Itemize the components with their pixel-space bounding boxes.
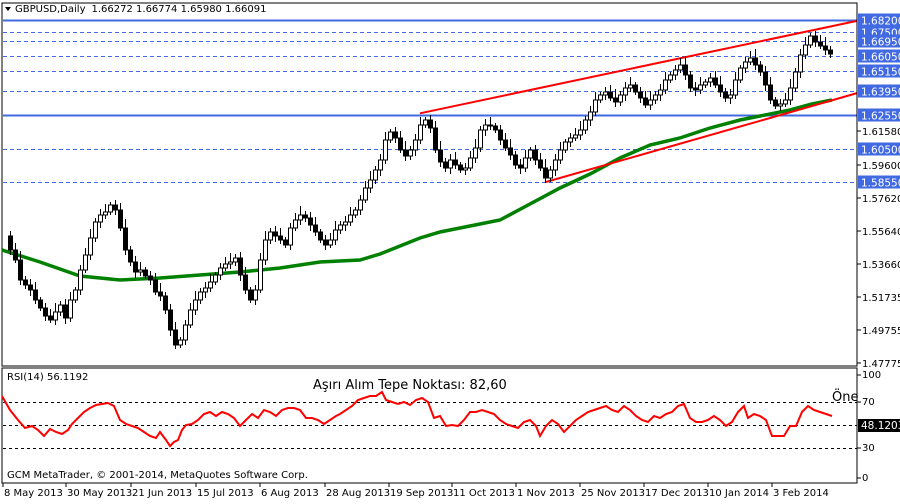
- rsi-level-100: 100: [862, 370, 881, 381]
- price-tick-label: 1.59600: [862, 161, 900, 172]
- price-panel-frame: [1, 2, 858, 367]
- level-label-box: [858, 64, 900, 78]
- date-tick-label: 6 Aug 2013: [261, 488, 319, 499]
- date-tick-label: 10 Jan 2014: [709, 488, 769, 499]
- rsi-overbought-annotation: Aşırı Alım Tepe Noktası: 82,60: [313, 378, 507, 393]
- price-tick-label: 1.61580: [862, 127, 900, 138]
- price-tick-label: 1.51735: [862, 293, 900, 304]
- level-label-box: [858, 84, 900, 98]
- level-label-box: [858, 108, 900, 122]
- level-label-box: [858, 49, 900, 63]
- level-label-box: [858, 34, 900, 48]
- date-tick-label: 11 Oct 2013: [453, 488, 515, 499]
- trendline[interactable]: [544, 92, 858, 184]
- price-tick-label: 1.49755: [862, 326, 900, 337]
- rsi-level-30: 30: [862, 443, 875, 454]
- level-label: 1.65150: [861, 67, 900, 79]
- date-tick-label: 15 Jul 2013: [197, 488, 254, 499]
- level-price-labels: 1.682001.675001.669501.660501.651501.639…: [858, 13, 900, 190]
- rsi-current-value-box: [858, 419, 900, 432]
- level-label: 1.63950: [861, 87, 900, 99]
- rsi-edge-annotation: Öne: [832, 388, 858, 405]
- rsi-axis: 100 70 30 0 48.12030: [857, 370, 900, 484]
- rsi-title: RSI(14) 56.1192: [7, 372, 88, 383]
- date-tick-label: 21 Jun 2013: [132, 488, 192, 499]
- rsi-level-70: 70: [862, 397, 875, 408]
- rsi-line: [1, 390, 833, 448]
- level-label-box: [858, 13, 900, 27]
- level-label: 1.66950: [861, 37, 900, 49]
- level-label-box: [858, 142, 900, 156]
- level-label: 1.60500: [861, 145, 900, 157]
- level-label-box: [858, 175, 900, 189]
- date-tick-label: 28 Aug 2013: [326, 488, 390, 499]
- date-tick-label: 17 Dec 2013: [645, 488, 709, 499]
- date-tick-label: 25 Nov 2013: [581, 488, 645, 499]
- moving-average-line: [1, 98, 833, 282]
- symbol-title: GBPUSD,Daily 1.66272 1.66774 1.65980 1.66…: [15, 4, 266, 15]
- rsi-reference-levels: [3, 368, 858, 483]
- trendline[interactable]: [419, 19, 858, 115]
- date-tick-label: 1 Nov 2013: [517, 488, 575, 499]
- price-tick-label: 1.57620: [862, 194, 900, 205]
- date-tick-label: 19 Sep 2013: [390, 488, 453, 499]
- date-tick-label: 8 May 2013: [4, 488, 63, 499]
- copyright-text: GCM MetaTrader, © 2001-2014, MetaQuotes …: [7, 470, 308, 481]
- date-tick-label: 30 May 2013: [67, 488, 132, 499]
- level-label: 1.66050: [861, 52, 900, 64]
- rsi-current-value: 48.12030: [861, 420, 900, 432]
- price-axis: 1.61580 1.59600 1.57620 1.55640 1.53660 1.517…: [856, 3, 900, 370]
- price-tick-label: 1.47775: [862, 359, 900, 370]
- rsi-level-0: 0: [862, 473, 868, 484]
- trendlines[interactable]: [419, 19, 858, 184]
- level-label: 1.68200: [861, 16, 900, 28]
- candlesticks: [8, 31, 833, 349]
- price-tick-label: 1.53660: [862, 260, 900, 271]
- date-tick-label: 3 Feb 2014: [773, 488, 829, 499]
- date-axis: 8 May 2013 30 May 2013 21 Jun 2013 15 Jul 2…: [2, 483, 829, 499]
- level-label: 1.62550: [861, 111, 900, 123]
- level-label: 1.58550: [861, 178, 900, 190]
- collapse-triangle-icon[interactable]: [5, 7, 11, 11]
- price-tick-label: 1.55640: [862, 227, 900, 238]
- horizontal-levels: [3, 19, 857, 183]
